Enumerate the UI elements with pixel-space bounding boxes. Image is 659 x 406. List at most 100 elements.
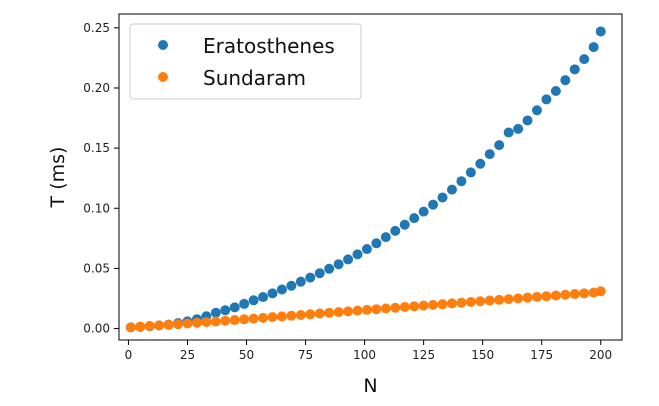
y-tick-label: 0.15: [83, 141, 110, 155]
data-point: [154, 320, 165, 331]
data-point: [239, 298, 250, 309]
legend: Eratosthenes Sundaram: [129, 23, 362, 100]
data-point: [484, 295, 495, 306]
x-tick-label: 0: [125, 348, 133, 362]
series-sundaram: [125, 286, 606, 333]
data-point: [258, 292, 269, 303]
data-point: [503, 127, 514, 138]
x-tick-label: 25: [180, 348, 195, 362]
data-point: [484, 149, 495, 160]
data-point: [399, 219, 410, 230]
data-point: [541, 291, 552, 302]
data-point: [522, 115, 533, 126]
data-point: [560, 289, 571, 300]
data-point: [418, 300, 429, 311]
data-point: [191, 317, 202, 328]
data-point: [201, 317, 212, 328]
data-point: [125, 322, 136, 333]
data-point: [210, 316, 221, 327]
data-point: [173, 319, 184, 330]
data-point: [324, 263, 335, 274]
data-point: [239, 314, 250, 325]
data-point: [361, 244, 372, 255]
data-point: [220, 305, 231, 316]
y-axis-label: T (ms): [47, 147, 69, 209]
data-point: [588, 42, 599, 53]
data-point: [220, 315, 231, 326]
data-point: [390, 302, 401, 313]
data-point: [475, 296, 486, 307]
data-point: [550, 85, 561, 96]
data-point: [437, 299, 448, 310]
data-point: [595, 286, 606, 297]
data-point: [248, 295, 259, 306]
x-tick-label: 175: [530, 348, 553, 362]
y-tick-label: 0.05: [83, 261, 110, 275]
data-point: [390, 225, 401, 236]
data-point: [513, 123, 524, 134]
data-point: [267, 288, 278, 299]
y-tick-label: 0.20: [83, 81, 110, 95]
data-point: [324, 307, 335, 318]
data-point: [229, 302, 240, 313]
data-point: [371, 304, 382, 315]
data-point: [286, 280, 297, 291]
data-point: [352, 249, 363, 260]
data-point: [446, 184, 457, 195]
data-point: [428, 199, 439, 210]
data-points: [125, 26, 606, 333]
x-tick-label: 125: [412, 348, 435, 362]
data-point: [380, 303, 391, 314]
data-point: [456, 297, 467, 308]
y-tick-label: 0.00: [83, 322, 110, 336]
data-point: [569, 64, 580, 75]
data-point: [409, 301, 420, 312]
data-point: [503, 294, 514, 305]
data-point: [494, 294, 505, 305]
data-point: [456, 176, 467, 187]
data-point: [560, 75, 571, 86]
data-point: [286, 310, 297, 321]
data-point: [399, 302, 410, 313]
data-point: [569, 289, 580, 300]
data-point: [276, 284, 287, 295]
data-point: [494, 140, 505, 151]
data-point: [428, 299, 439, 310]
data-point: [409, 213, 420, 224]
data-point: [333, 307, 344, 318]
data-point: [295, 276, 306, 287]
x-tick-label: 200: [589, 348, 612, 362]
data-point: [371, 238, 382, 249]
data-point: [305, 272, 316, 283]
x-tick-label: 75: [298, 348, 313, 362]
data-point: [314, 268, 325, 279]
x-axis: 0 25 50 75 100 125 150 175 200: [125, 340, 612, 362]
data-point: [295, 309, 306, 320]
data-point: [446, 298, 457, 309]
data-point: [144, 321, 155, 332]
data-point: [522, 292, 533, 303]
data-point: [595, 26, 606, 37]
data-point: [465, 296, 476, 307]
data-point: [418, 206, 429, 217]
data-point: [380, 232, 391, 243]
data-point: [163, 319, 174, 330]
data-point: [333, 259, 344, 270]
data-point: [343, 306, 354, 317]
data-point: [541, 94, 552, 105]
data-point: [550, 290, 561, 301]
data-point: [229, 315, 240, 326]
data-point: [182, 318, 193, 329]
data-point: [475, 158, 486, 169]
data-point: [248, 313, 259, 324]
legend-box: [129, 23, 362, 100]
y-tick-label: 0.10: [83, 201, 110, 215]
legend-label-eratosthenes: Eratosthenes: [203, 34, 335, 58]
data-point: [267, 312, 278, 323]
data-point: [531, 105, 542, 116]
legend-marker-sundaram: [158, 72, 168, 82]
x-tick-label: 50: [239, 348, 254, 362]
x-axis-label: N: [363, 375, 377, 397]
legend-marker-eratosthenes: [158, 40, 168, 50]
